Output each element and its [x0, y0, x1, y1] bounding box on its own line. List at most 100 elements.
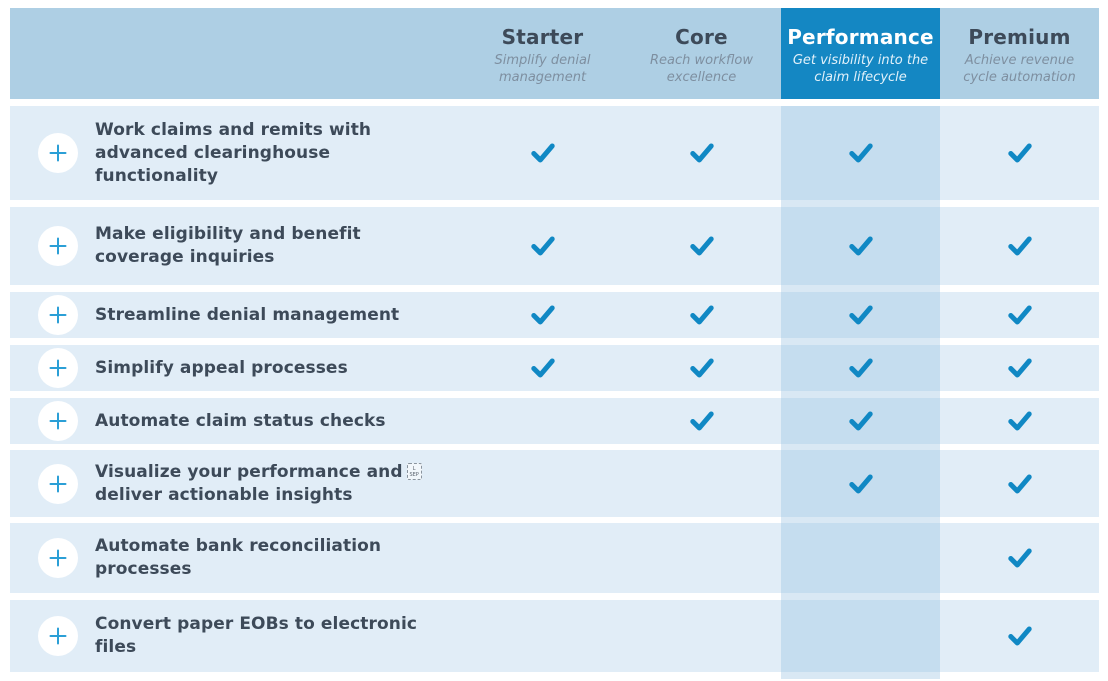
plan-title: Performance: [787, 25, 934, 49]
expand-feature-button[interactable]: [38, 348, 78, 388]
checkmark-icon: [1007, 411, 1032, 431]
plan-cell-core: [622, 345, 781, 391]
plus-icon: [49, 144, 67, 162]
checkmark-icon: [848, 411, 873, 431]
feature-label: Visualize your performance and L SEP delive…: [95, 461, 422, 507]
plan-cell-performance: [781, 292, 940, 338]
checkmark-icon: [530, 358, 555, 378]
table-row: Convert paper EOBs to electronic files: [10, 600, 1099, 672]
plan-cell-premium: [940, 207, 1099, 285]
feature-label-line: files: [95, 637, 137, 657]
plan-cell-starter: [463, 106, 622, 200]
table-row: Visualize your performance and L SEP delive…: [10, 450, 1099, 517]
expand-feature-button[interactable]: [38, 226, 78, 266]
plan-cell-core: [622, 450, 781, 517]
plan-cell-starter: [463, 398, 622, 444]
plan-comparison-table: Starter Simplify denial management Core …: [10, 8, 1099, 679]
table-body: Work claims and remits with advanced clea…: [10, 106, 1099, 679]
plan-title: Core: [675, 25, 728, 49]
plus-icon: [49, 306, 67, 324]
plus-icon: [49, 359, 67, 377]
plus-icon: [49, 627, 67, 645]
feature-label-line: Automate claim status checks: [95, 410, 386, 431]
checkmark-icon: [689, 236, 714, 256]
feature-label-line: Simplify appeal processes: [95, 357, 348, 378]
column-header-performance: Performance Get visibility into the clai…: [781, 8, 940, 99]
feature-label: Make eligibility and benefit coverage inq…: [95, 223, 361, 269]
feature-label-line: advanced clearinghouse: [95, 142, 331, 163]
checkmark-icon: [1007, 236, 1032, 256]
plan-title: Starter: [501, 25, 584, 49]
table-row: Work claims and remits with advanced clea…: [10, 106, 1099, 200]
feature-label-line: coverage inquiries: [95, 247, 275, 267]
plan-cell-core: [622, 523, 781, 593]
plan-cell-premium: [940, 450, 1099, 517]
plus-icon: [49, 475, 67, 492]
checkmark-icon: [1007, 143, 1032, 163]
plan-cell-performance: [781, 450, 940, 517]
feature-cell: Visualize your performance and L SEP delive…: [10, 450, 463, 517]
table-row: Automate claim status checks: [10, 398, 1099, 444]
expand-feature-button[interactable]: [38, 133, 78, 173]
feature-label: Work claims and remits with advanced clea…: [95, 119, 371, 188]
plan-cell-core: [622, 398, 781, 444]
plan-cell-performance: [781, 600, 940, 672]
plan-cell-performance: [781, 345, 940, 391]
expand-feature-button[interactable]: [38, 616, 78, 656]
checkmark-icon: [848, 473, 873, 494]
plan-cell-premium: [940, 600, 1099, 672]
table-row: Streamline denial management: [10, 292, 1099, 338]
plan-cell-performance: [781, 398, 940, 444]
checkmark-icon: [689, 358, 714, 378]
feature-label-line: functionality: [95, 165, 219, 186]
plan-cell-premium: [940, 106, 1099, 200]
plan-cell-premium: [940, 292, 1099, 338]
feature-cell: Streamline denial management: [10, 292, 463, 338]
feature-cell: Automate claim status checks: [10, 398, 463, 444]
plan-title: Premium: [968, 25, 1071, 49]
feature-label: Automate claim status checks: [95, 410, 386, 433]
plan-cell-starter: [463, 345, 622, 391]
plus-icon: [49, 412, 67, 430]
expand-feature-button[interactable]: [38, 295, 78, 335]
checkmark-icon: [848, 143, 873, 163]
plan-tagline: Achieve revenue cycle automation: [963, 53, 1076, 85]
plan-tagline: Reach workflow excellence: [650, 53, 753, 85]
plan-cell-starter: [463, 523, 622, 593]
column-header-core: Core Reach workflow excellence: [622, 8, 781, 99]
plus-icon: [49, 549, 67, 567]
feature-label: Simplify appeal processes: [95, 357, 348, 380]
plan-cell-starter: [463, 292, 622, 338]
checkmark-icon: [848, 236, 873, 256]
expand-feature-button[interactable]: [38, 401, 78, 441]
feature-cell: Work claims and remits with advanced clea…: [10, 106, 463, 200]
checkmark-icon: [689, 411, 714, 431]
plan-cell-performance: [781, 106, 940, 200]
feature-label-line: deliver actionable insights: [95, 484, 353, 505]
feature-label: Automate bank reconciliation processes: [95, 535, 381, 581]
checkmark-icon: [530, 305, 555, 325]
checkmark-icon: [848, 305, 873, 325]
table-row: Simplify appeal processes: [10, 345, 1099, 391]
table-header: Starter Simplify denial management Core …: [10, 8, 1099, 99]
plan-cell-performance: [781, 207, 940, 285]
expand-feature-button[interactable]: [38, 538, 78, 578]
feature-label-line: Work claims and remits with: [95, 119, 372, 140]
plan-cell-core: [622, 600, 781, 672]
missing-glyph-icon: L SEP: [406, 463, 422, 480]
plan-cell-premium: [940, 523, 1099, 593]
feature-cell: Convert paper EOBs to electronic files: [10, 600, 463, 672]
expand-feature-button[interactable]: [38, 463, 78, 504]
feature-label: Streamline denial management: [95, 304, 399, 327]
feature-label-line: Convert paper EOBs to electronic: [95, 614, 418, 634]
checkmark-icon: [1007, 473, 1032, 494]
checkmark-icon: [1007, 626, 1032, 646]
feature-cell: Automate bank reconciliation processes: [10, 523, 463, 593]
column-header-premium: Premium Achieve revenue cycle automation: [940, 8, 1099, 99]
plan-cell-premium: [940, 345, 1099, 391]
table-row: Automate bank reconciliation processes: [10, 523, 1099, 593]
checkmark-icon: [530, 236, 555, 256]
feature-cell: Make eligibility and benefit coverage inq…: [10, 207, 463, 285]
feature-label-line: Make eligibility and benefit: [95, 224, 361, 244]
feature-label-line: processes: [95, 559, 192, 579]
